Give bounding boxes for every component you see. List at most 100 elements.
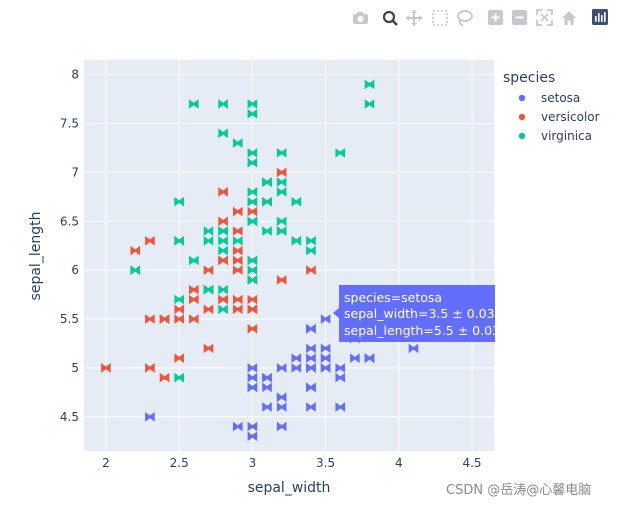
data-point-virginica[interactable] xyxy=(218,245,228,256)
data-point-setosa[interactable] xyxy=(335,372,346,383)
data-point-versicolor[interactable] xyxy=(174,353,184,363)
data-point-versicolor[interactable] xyxy=(159,372,170,383)
data-point-setosa[interactable] xyxy=(262,402,272,412)
data-point-virginica[interactable] xyxy=(247,99,258,109)
data-point-virginica[interactable] xyxy=(247,108,258,119)
data-points[interactable] xyxy=(101,79,463,442)
data-point-setosa[interactable] xyxy=(247,421,258,432)
lasso-select-icon[interactable] xyxy=(457,10,473,26)
data-point-versicolor[interactable] xyxy=(276,167,287,178)
data-point-setosa[interactable] xyxy=(320,314,331,324)
data-point-versicolor[interactable] xyxy=(159,314,170,324)
data-point-versicolor[interactable] xyxy=(232,206,243,217)
data-point-virginica[interactable] xyxy=(247,148,258,158)
data-point-virginica[interactable] xyxy=(276,187,287,197)
data-point-virginica[interactable] xyxy=(218,304,228,315)
zoom-out-icon[interactable] xyxy=(512,10,527,25)
data-point-virginica[interactable] xyxy=(262,196,272,207)
data-point-versicolor[interactable] xyxy=(218,294,228,305)
data-point-versicolor[interactable] xyxy=(145,363,155,373)
data-point-setosa[interactable] xyxy=(306,343,316,354)
data-point-virginica[interactable] xyxy=(247,196,258,207)
data-point-versicolor[interactable] xyxy=(174,314,184,324)
data-point-setosa[interactable] xyxy=(276,421,287,432)
data-point-setosa[interactable] xyxy=(350,353,360,363)
data-point-versicolor[interactable] xyxy=(145,236,155,246)
data-point-setosa[interactable] xyxy=(276,402,287,412)
data-point-versicolor[interactable] xyxy=(203,265,214,275)
box-select-icon[interactable] xyxy=(432,10,448,26)
data-point-setosa[interactable] xyxy=(291,363,302,373)
data-point-virginica[interactable] xyxy=(189,99,199,109)
data-point-setosa[interactable] xyxy=(291,353,302,363)
data-point-versicolor[interactable] xyxy=(218,187,228,197)
data-point-versicolor[interactable] xyxy=(174,304,184,315)
data-point-versicolor[interactable] xyxy=(232,265,243,275)
data-point-setosa[interactable] xyxy=(364,353,375,363)
data-point-virginica[interactable] xyxy=(232,236,243,246)
data-point-virginica[interactable] xyxy=(218,99,228,109)
data-point-setosa[interactable] xyxy=(262,382,272,393)
data-point-versicolor[interactable] xyxy=(189,284,199,295)
data-point-virginica[interactable] xyxy=(247,255,258,266)
data-point-virginica[interactable] xyxy=(276,177,287,187)
data-point-versicolor[interactable] xyxy=(218,255,228,266)
data-point-virginica[interactable] xyxy=(247,265,258,275)
data-point-setosa[interactable] xyxy=(335,402,346,412)
data-point-virginica[interactable] xyxy=(174,294,184,305)
data-point-setosa[interactable] xyxy=(247,363,258,373)
data-point-setosa[interactable] xyxy=(306,363,316,373)
data-point-virginica[interactable] xyxy=(291,196,302,207)
data-point-virginica[interactable] xyxy=(335,148,346,158)
data-point-setosa[interactable] xyxy=(306,324,316,334)
data-point-versicolor[interactable] xyxy=(232,255,243,266)
data-point-virginica[interactable] xyxy=(247,275,258,285)
data-point-setosa[interactable] xyxy=(408,343,419,354)
data-point-setosa[interactable] xyxy=(306,353,316,363)
data-point-versicolor[interactable] xyxy=(232,304,243,315)
data-point-versicolor[interactable] xyxy=(203,343,214,354)
data-point-virginica[interactable] xyxy=(174,196,184,207)
data-point-setosa[interactable] xyxy=(306,402,316,412)
data-point-virginica[interactable] xyxy=(276,216,287,227)
data-point-virginica[interactable] xyxy=(306,236,316,246)
data-point-setosa[interactable] xyxy=(276,363,287,373)
data-point-versicolor[interactable] xyxy=(101,363,111,373)
data-point-versicolor[interactable] xyxy=(247,206,258,217)
zoom-in-icon[interactable] xyxy=(488,10,503,25)
data-point-setosa[interactable] xyxy=(247,372,258,383)
plot-area[interactable] xyxy=(84,60,494,451)
data-point-virginica[interactable] xyxy=(291,236,302,246)
data-point-setosa[interactable] xyxy=(262,372,272,383)
data-point-virginica[interactable] xyxy=(364,99,375,109)
data-point-setosa[interactable] xyxy=(232,421,243,432)
data-point-versicolor[interactable] xyxy=(247,304,258,315)
data-point-virginica[interactable] xyxy=(232,138,243,148)
data-point-versicolor[interactable] xyxy=(189,294,199,305)
data-point-virginica[interactable] xyxy=(276,226,287,236)
data-point-virginica[interactable] xyxy=(203,284,214,295)
data-point-setosa[interactable] xyxy=(247,382,258,393)
data-point-virginica[interactable] xyxy=(218,128,228,139)
legend-item-setosa[interactable]: setosa xyxy=(541,91,580,105)
data-point-setosa[interactable] xyxy=(320,343,331,354)
data-point-setosa[interactable] xyxy=(320,363,331,373)
pan-icon[interactable] xyxy=(406,10,422,26)
data-point-virginica[interactable] xyxy=(189,255,199,266)
data-point-versicolor[interactable] xyxy=(247,294,258,305)
data-point-virginica[interactable] xyxy=(130,265,141,275)
data-point-versicolor[interactable] xyxy=(189,314,199,324)
data-point-versicolor[interactable] xyxy=(145,314,155,324)
data-point-versicolor[interactable] xyxy=(203,304,214,315)
plotly-logo-icon[interactable] xyxy=(592,9,608,25)
zoom-icon[interactable] xyxy=(382,10,398,26)
data-point-versicolor[interactable] xyxy=(218,216,228,227)
data-point-virginica[interactable] xyxy=(174,372,184,383)
data-point-virginica[interactable] xyxy=(262,226,272,236)
data-point-virginica[interactable] xyxy=(262,177,272,187)
data-point-virginica[interactable] xyxy=(276,148,287,158)
data-point-setosa[interactable] xyxy=(247,431,258,442)
data-point-virginica[interactable] xyxy=(218,236,228,246)
data-point-versicolor[interactable] xyxy=(306,265,316,275)
data-point-virginica[interactable] xyxy=(306,245,316,256)
